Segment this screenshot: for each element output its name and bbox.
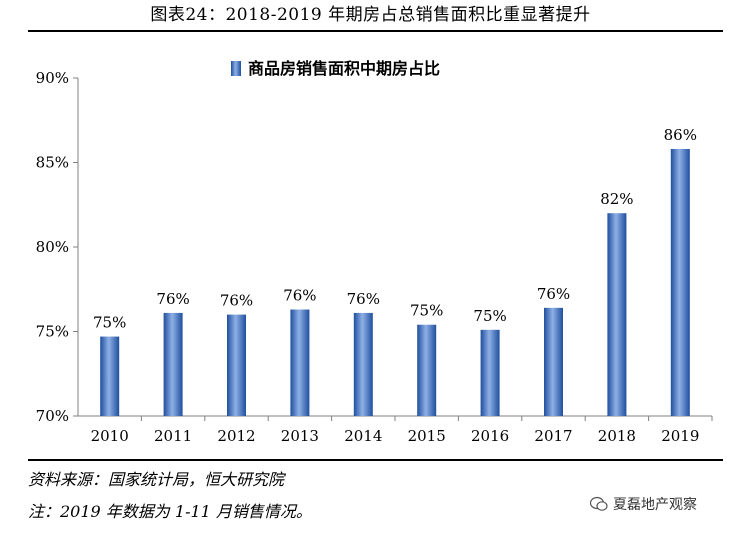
bar xyxy=(100,336,120,416)
x-tick-label: 2011 xyxy=(154,427,192,445)
data-label: 86% xyxy=(664,126,697,144)
title-divider xyxy=(28,30,723,32)
y-tick-label: 75% xyxy=(36,323,69,341)
source-text: 资料来源：国家统计局，恒大研究院 xyxy=(28,470,285,489)
data-label: 75% xyxy=(93,314,126,332)
x-tick-label: 2016 xyxy=(471,427,509,445)
bar xyxy=(227,314,246,416)
y-tick-label: 90% xyxy=(36,69,69,87)
x-axis: 2010 2011 2012 2013 2014 2015 2016 2017 2018 2019 xyxy=(78,415,713,445)
note-text: 注：2019 年数据为 1-11 月销售情况。 xyxy=(28,502,312,521)
bar xyxy=(607,213,627,416)
x-tick-label: 2017 xyxy=(534,427,572,445)
y-tick-label: 80% xyxy=(36,238,69,256)
data-label: 76% xyxy=(537,285,570,303)
x-tick-label: 2010 xyxy=(91,427,129,445)
x-tick-label: 2014 xyxy=(344,427,382,445)
x-tick-label: 2015 xyxy=(408,427,446,445)
watermark: 夏磊地产观察 xyxy=(590,494,697,514)
data-label: 75% xyxy=(410,302,443,320)
y-tick-label: 70% xyxy=(36,407,69,425)
x-tick-label: 2018 xyxy=(598,427,636,445)
watermark-text: 夏磊地产观察 xyxy=(613,497,697,513)
bar xyxy=(290,309,310,416)
bar xyxy=(480,329,500,416)
bar xyxy=(417,324,437,416)
bar xyxy=(544,307,563,416)
bar xyxy=(670,148,690,416)
y-tick-label: 85% xyxy=(36,154,69,172)
bar xyxy=(163,312,183,416)
chart-legend: 商品房销售面积中期房占比 xyxy=(231,59,440,78)
data-label: 76% xyxy=(347,290,380,308)
y-axis: 70% 75% 80% 85% 90% xyxy=(36,69,79,425)
data-label: 75% xyxy=(473,307,506,325)
x-tick-label: 2012 xyxy=(217,427,255,445)
wechat-icon xyxy=(590,496,608,511)
x-tick-label: 2013 xyxy=(281,427,319,445)
x-tick-label: 2019 xyxy=(661,427,699,445)
source-divider xyxy=(28,459,723,461)
legend-label: 商品房销售面积中期房占比 xyxy=(248,59,440,78)
data-label: 76% xyxy=(156,290,189,308)
page-title: 图表24：2018-2019 年期房占总销售面积比重显著提升 xyxy=(150,5,591,25)
bar xyxy=(353,312,373,416)
data-label: 76% xyxy=(220,292,253,310)
bar-chart: 商品房销售面积中期房占比 70%75%80%85%90% 2010 2011 201… xyxy=(36,59,713,445)
bars: 75% 76% 76% 76% 76% 75% 75% 76% 82% 86% xyxy=(93,126,697,416)
data-label: 82% xyxy=(600,190,633,208)
legend-swatch xyxy=(231,61,241,76)
data-label: 76% xyxy=(283,287,316,305)
